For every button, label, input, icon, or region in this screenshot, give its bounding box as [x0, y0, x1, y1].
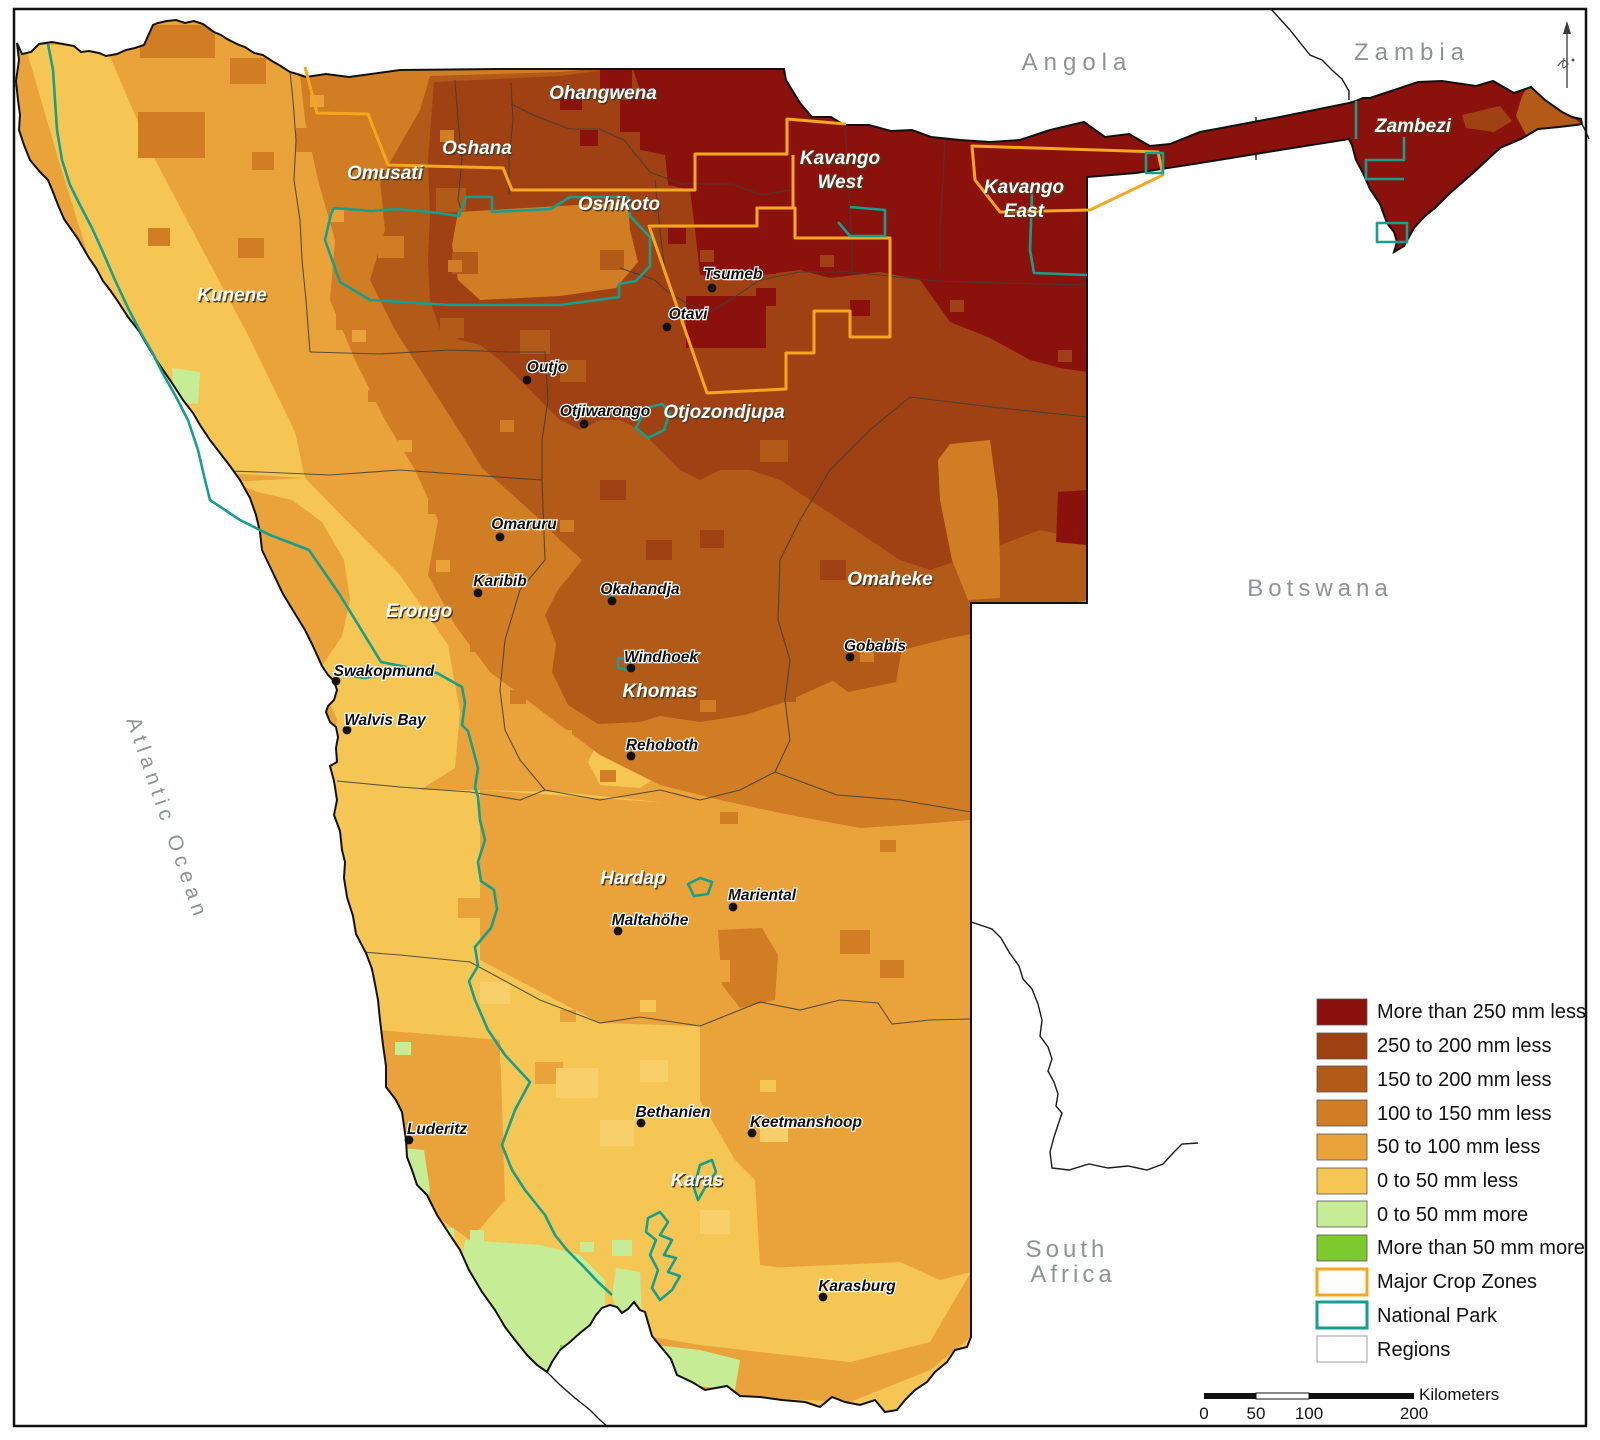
svg-text:250 to 200 mm less: 250 to 200 mm less [1377, 1035, 1552, 1057]
svg-text:Africa: Africa [1030, 1261, 1115, 1288]
svg-text:Maltahöhe: Maltahöhe [612, 912, 689, 929]
svg-text:0: 0 [1199, 1404, 1208, 1423]
svg-text:Khomas: Khomas [623, 681, 698, 702]
svg-text:Otjozondjupa: Otjozondjupa [665, 403, 787, 424]
svg-text:More than 250 mm less: More than 250 mm less [1377, 1001, 1586, 1023]
svg-text:Otjiwarongo: Otjiwarongo [560, 403, 650, 420]
svg-text:Kilometers: Kilometers [1419, 1385, 1499, 1404]
svg-text:100 to 150 mm less: 100 to 150 mm less [1377, 1103, 1552, 1125]
svg-text:East: East [1005, 202, 1046, 223]
svg-text:More than 50 mm more: More than 50 mm more [1377, 1237, 1585, 1259]
svg-text:Hardap: Hardap [600, 868, 665, 889]
svg-text:Karibib: Karibib [473, 573, 527, 590]
svg-text:200: 200 [1400, 1404, 1428, 1423]
svg-text:Zambia: Zambia [1354, 39, 1470, 66]
svg-text:Regions: Regions [1377, 1339, 1450, 1361]
svg-text:Windhoek: Windhoek [624, 649, 699, 666]
svg-text:0 to 50 mm more: 0 to 50 mm more [1377, 1204, 1528, 1226]
svg-text:Omusati: Omusati [347, 163, 424, 184]
svg-text:South: South [1026, 1236, 1109, 1263]
svg-text:Major Crop Zones: Major Crop Zones [1377, 1271, 1537, 1293]
svg-text:Bethanien: Bethanien [636, 1104, 711, 1121]
svg-text:West: West [819, 173, 865, 194]
svg-text:Gobabis: Gobabis [844, 638, 906, 655]
svg-text:Botswana: Botswana [1247, 575, 1392, 602]
svg-text:Kunene: Kunene [198, 286, 268, 307]
svg-text:Kunene: Kunene [197, 285, 267, 306]
svg-text:Otjozondjupa: Otjozondjupa [663, 402, 785, 423]
svg-text:Mariental: Mariental [728, 887, 797, 904]
svg-text:Hardap: Hardap [602, 869, 667, 890]
svg-text:Luderitz: Luderitz [407, 1121, 468, 1138]
svg-text:Angola: Angola [1022, 49, 1133, 76]
svg-text:Khomas: Khomas [624, 682, 699, 703]
svg-text:Kavango: Kavango [801, 149, 881, 170]
svg-text:Omusati: Omusati [348, 164, 425, 185]
svg-text:Tsumeb: Tsumeb [704, 266, 763, 283]
svg-text:East: East [1004, 201, 1045, 222]
svg-text:Outjo: Outjo [527, 359, 567, 376]
svg-text:Oshana: Oshana [442, 138, 512, 159]
svg-text:Swakopmund: Swakopmund [334, 663, 435, 680]
svg-text:National Park: National Park [1377, 1305, 1498, 1327]
svg-text:Oshana: Oshana [443, 139, 513, 160]
svg-text:100: 100 [1295, 1404, 1323, 1423]
svg-text:Erongo: Erongo [386, 601, 453, 622]
svg-text:Keetmanshoop: Keetmanshoop [750, 1114, 862, 1131]
svg-text:Kavango: Kavango [984, 177, 1064, 198]
svg-text:Omaheke: Omaheke [847, 569, 933, 590]
svg-text:50: 50 [1247, 1404, 1266, 1423]
svg-text:Karas: Karas [672, 1171, 725, 1192]
svg-text:Otavi: Otavi [669, 306, 708, 323]
svg-text:Zambezi: Zambezi [1374, 116, 1452, 137]
svg-text:Karas: Karas [671, 1170, 724, 1191]
svg-text:Omaruru: Omaruru [491, 516, 557, 533]
svg-text:150 to 200 mm less: 150 to 200 mm less [1377, 1069, 1552, 1091]
svg-text:Erongo: Erongo [387, 602, 454, 623]
svg-text:Ohangwena: Ohangwena [550, 84, 658, 105]
svg-text:Omaheke: Omaheke [849, 570, 935, 591]
svg-text:Okahandja: Okahandja [600, 581, 680, 598]
svg-text:Oshikoto: Oshikoto [579, 195, 661, 216]
svg-text:0 to 50 mm less: 0 to 50 mm less [1377, 1170, 1518, 1192]
svg-text:50 to 100 mm less: 50 to 100 mm less [1377, 1136, 1540, 1158]
svg-text:Oshikoto: Oshikoto [578, 194, 660, 215]
svg-text:Rehoboth: Rehoboth [626, 737, 698, 754]
svg-text:Kavango: Kavango [985, 178, 1065, 199]
svg-text:Karasburg: Karasburg [818, 1278, 896, 1295]
svg-text:Ohangwena: Ohangwena [549, 83, 657, 104]
svg-text:West: West [817, 172, 863, 193]
svg-text:Kavango: Kavango [800, 148, 880, 169]
svg-text:Walvis Bay: Walvis Bay [344, 712, 427, 729]
svg-text:Zambezi: Zambezi [1375, 117, 1453, 138]
